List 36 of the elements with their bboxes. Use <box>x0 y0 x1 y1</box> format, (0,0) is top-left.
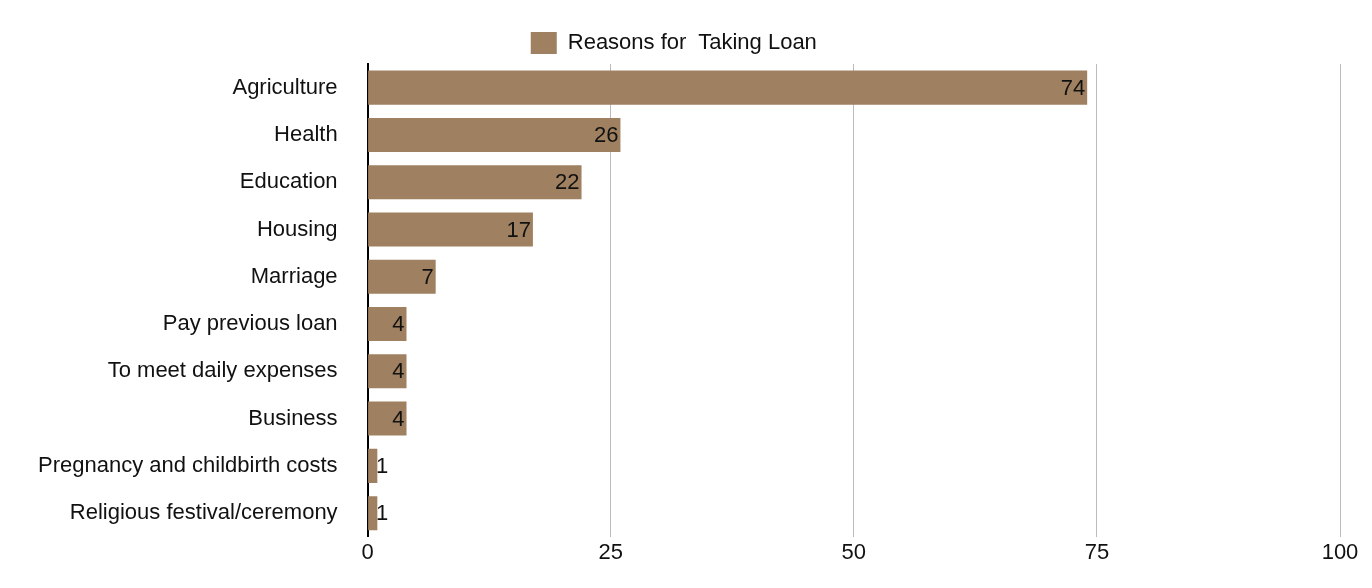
data-label: 4 <box>392 311 405 337</box>
bar <box>368 496 378 531</box>
x-tick-label: 25 <box>598 539 623 565</box>
bar <box>368 307 407 342</box>
bar <box>368 259 436 294</box>
data-label: 4 <box>392 405 405 431</box>
bar <box>368 165 582 200</box>
legend-label: Reasons for Taking Loan <box>567 29 817 55</box>
data-label: 74 <box>1060 74 1086 100</box>
y-tick-label: Housing <box>256 215 338 241</box>
data-label: 1 <box>376 500 389 526</box>
bar <box>368 401 407 436</box>
y-tick-label: Religious festival/ceremony <box>69 499 338 525</box>
data-label: 26 <box>593 121 619 147</box>
x-tick-label: 100 <box>1321 539 1359 565</box>
y-tick-label: Education <box>239 168 338 194</box>
y-tick-label: Pregnancy and childbirth costs <box>37 451 338 477</box>
x-tick-label: 0 <box>361 539 374 565</box>
x-tick-label: 75 <box>1084 539 1110 565</box>
data-label: 22 <box>555 169 580 195</box>
bar <box>368 354 407 389</box>
data-label: 4 <box>392 358 405 384</box>
y-tick-label: Agriculture <box>232 73 338 99</box>
bar <box>368 212 533 247</box>
y-tick-label: Marriage <box>250 262 338 288</box>
y-tick-label: Health <box>274 120 338 146</box>
bar <box>368 448 378 483</box>
y-tick-label: Pay previous loan <box>162 310 338 336</box>
data-label: 17 <box>506 216 531 242</box>
y-tick-label: Business <box>248 404 338 430</box>
y-tick-label: To meet daily expenses <box>107 357 338 383</box>
data-label: 7 <box>421 263 434 289</box>
bar <box>368 117 621 152</box>
data-label: 1 <box>376 452 389 478</box>
bar <box>368 70 1088 105</box>
x-tick-label: 50 <box>841 539 867 565</box>
